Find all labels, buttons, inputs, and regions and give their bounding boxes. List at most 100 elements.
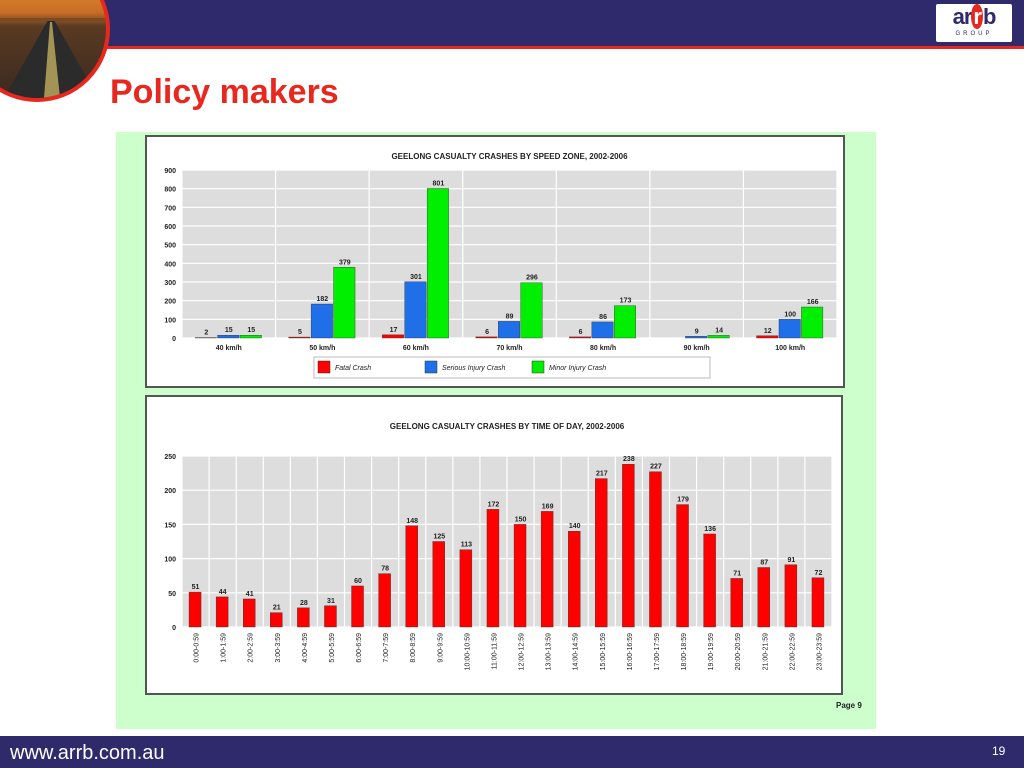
header-bar <box>0 0 1024 46</box>
bar <box>405 525 418 628</box>
bar <box>270 612 283 628</box>
bar <box>801 306 824 339</box>
bar <box>426 188 449 339</box>
bar <box>540 511 554 628</box>
x-tick-label: 20:00-20:59 <box>735 633 742 670</box>
data-label: 150 <box>515 516 527 523</box>
plot-area <box>182 170 837 338</box>
bar <box>622 464 635 628</box>
bar <box>404 281 427 339</box>
bar <box>513 524 527 628</box>
road-image <box>0 0 110 102</box>
data-label: 2 <box>204 330 208 337</box>
header-accent-line <box>0 46 1024 49</box>
bar <box>703 533 716 628</box>
bar <box>520 282 543 339</box>
x-tick-label: 0:00-0:59 <box>194 633 201 663</box>
page-label: Page 9 <box>836 701 862 710</box>
bar <box>498 321 520 339</box>
legend-swatch <box>317 360 331 374</box>
x-tick-label: 21:00-21:59 <box>762 633 769 670</box>
y-tick-label: 0 <box>172 625 176 632</box>
y-tick-label: 50 <box>168 591 176 598</box>
speed-zone-chart-box: GEELONG CASUALTY CRASHES BY SPEED ZONE, … <box>145 135 845 388</box>
footer-bar <box>0 736 1024 768</box>
speed-zone-chart: GEELONG CASUALTY CRASHES BY SPEED ZONE, … <box>164 152 838 379</box>
x-tick-label: 3:00-3:59 <box>275 633 282 663</box>
data-label: 182 <box>317 296 329 303</box>
bar <box>649 471 662 628</box>
data-label: 173 <box>620 298 632 305</box>
data-label: 238 <box>623 456 635 463</box>
chart-title: GEELONG CASUALTY CRASHES BY SPEED ZONE, … <box>391 152 628 161</box>
bar <box>215 596 229 628</box>
bar <box>297 607 310 628</box>
data-label: 100 <box>784 311 796 318</box>
data-label: 91 <box>787 557 795 564</box>
bar <box>243 598 256 628</box>
x-tick-label: 11:00-11:59 <box>491 633 498 669</box>
x-tick-label: 16:00-16:59 <box>627 633 634 670</box>
x-tick-label: 7:00-7:59 <box>383 633 390 663</box>
y-tick-label: 200 <box>164 299 176 306</box>
bar <box>217 334 240 339</box>
x-tick-label: 15:00-15:59 <box>600 633 607 670</box>
data-label: 166 <box>807 299 819 306</box>
data-label: 113 <box>461 542 472 549</box>
legend-label: Serious Injury Crash <box>442 365 506 372</box>
bar <box>676 504 689 628</box>
y-tick-label: 800 <box>164 187 176 194</box>
arrb-logo: arrb GROUP <box>936 4 1012 42</box>
data-label: 9 <box>695 328 699 335</box>
bar <box>778 319 801 339</box>
data-label: 5 <box>298 329 302 336</box>
y-tick-label: 500 <box>164 243 176 250</box>
data-label: 44 <box>219 589 227 596</box>
time-of-day-chart-box: GEELONG CASUALTY CRASHES BY TIME OF DAY,… <box>145 395 843 695</box>
x-tick-label: 19:00-19:59 <box>708 633 715 670</box>
x-tick-label: 8:00-8:59 <box>410 633 417 663</box>
x-tick-label: 70 km/h <box>496 345 522 352</box>
legend-label: Minor Injury Crash <box>549 365 606 372</box>
legend-label: Fatal Crash <box>335 365 371 372</box>
x-tick-label: 1:00-1:59 <box>221 633 228 663</box>
x-tick-label: 50 km/h <box>309 345 335 352</box>
bar <box>784 564 798 628</box>
x-tick-label: 10:00-10:59 <box>464 633 471 670</box>
data-label: 87 <box>760 559 768 566</box>
legend-box <box>313 356 711 379</box>
data-label: 179 <box>677 497 689 504</box>
footer-url[interactable]: www.arrb.com.au <box>10 742 165 764</box>
bar <box>378 573 391 628</box>
y-tick-label: 600 <box>164 224 176 231</box>
x-tick-label: 12:00-12:59 <box>519 633 526 670</box>
x-tick-label: 9:00-9:59 <box>437 633 444 663</box>
data-label: 17 <box>390 327 398 334</box>
data-label: 14 <box>715 327 723 334</box>
data-label: 78 <box>381 566 389 573</box>
x-tick-label: 6:00-6:59 <box>356 633 363 663</box>
bar <box>310 303 333 339</box>
bar <box>351 585 364 628</box>
logo-wordmark: arrb <box>952 4 996 29</box>
data-label: 125 <box>433 534 445 541</box>
x-tick-label: 90 km/h <box>684 345 710 352</box>
x-tick-label: 60 km/h <box>403 345 429 352</box>
data-label: 71 <box>733 570 741 577</box>
slide-number: 19 <box>992 744 1006 758</box>
chart-title: GEELONG CASUALTY CRASHES BY TIME OF DAY,… <box>390 422 625 431</box>
data-label: 801 <box>433 180 445 187</box>
data-label: 296 <box>526 275 538 282</box>
bar <box>324 605 337 628</box>
data-label: 140 <box>569 523 581 530</box>
legend-swatch <box>424 360 438 374</box>
y-tick-label: 100 <box>164 557 176 564</box>
x-tick-label: 22:00-22:59 <box>789 633 796 670</box>
bar <box>757 567 770 628</box>
y-tick-label: 100 <box>164 317 176 324</box>
data-label: 31 <box>327 598 335 605</box>
bar <box>432 541 445 628</box>
data-label: 6 <box>579 329 583 336</box>
road-illustration <box>0 18 106 98</box>
bar <box>188 591 202 628</box>
